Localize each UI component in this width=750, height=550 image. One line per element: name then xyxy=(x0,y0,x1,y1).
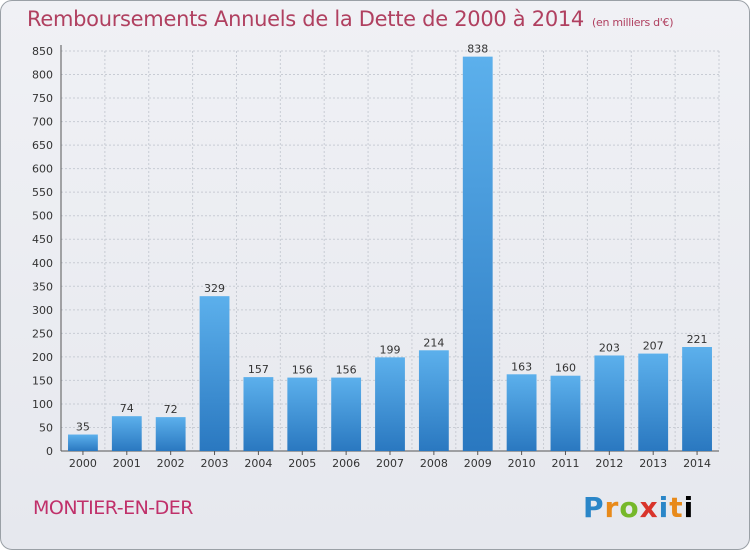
y-tick-label: 650 xyxy=(32,139,53,152)
bar xyxy=(155,417,186,451)
data-label: 214 xyxy=(423,336,444,349)
bar xyxy=(111,416,142,451)
bar-chart: 0 50 100 150 200 250 300 350 400 450 500 550 600 650 7… xyxy=(32,43,720,470)
y-tick-label: 800 xyxy=(32,69,53,82)
data-label: 207 xyxy=(643,340,664,353)
chart-title: Remboursements Annuels de la Dette de 20… xyxy=(27,7,673,31)
data-label: 156 xyxy=(292,364,313,377)
x-tick-label: 2009 xyxy=(464,457,492,470)
bar xyxy=(331,377,362,451)
bar xyxy=(375,357,405,451)
x-tick-label: 2004 xyxy=(244,457,272,470)
y-tick-label: 200 xyxy=(32,351,53,364)
bars xyxy=(68,56,712,451)
bar xyxy=(550,375,581,451)
chart-unit: (en milliers d'€) xyxy=(592,16,674,29)
y-tick-label: 850 xyxy=(32,45,53,58)
y-tick-label: 300 xyxy=(32,304,53,317)
bar xyxy=(243,377,274,451)
bar xyxy=(506,374,537,451)
commune-name: MONTIER-EN-DER xyxy=(33,497,193,519)
data-label: 163 xyxy=(511,360,532,373)
logo-letter: P xyxy=(583,491,605,524)
x-tick-label: 2001 xyxy=(113,457,141,470)
logo-letter: i xyxy=(658,491,670,524)
bar xyxy=(418,350,449,451)
data-label: 157 xyxy=(248,363,269,376)
labels: 0 50 100 150 200 250 300 350 400 450 500 550 600 650 7… xyxy=(32,43,711,470)
logo-letter: i xyxy=(683,491,695,524)
logo-letter: x xyxy=(639,491,659,524)
y-tick-label: 0 xyxy=(46,445,53,458)
data-label: 329 xyxy=(204,282,225,295)
bar xyxy=(594,355,625,451)
bar xyxy=(682,347,712,451)
data-label: 156 xyxy=(336,364,357,377)
x-tick-label: 2014 xyxy=(683,457,711,470)
logo-letter: o xyxy=(619,491,640,524)
data-label: 35 xyxy=(76,421,90,434)
y-tick-label: 500 xyxy=(32,210,53,223)
proxiti-logo: Proxiti xyxy=(583,491,694,524)
x-tick-label: 2008 xyxy=(420,457,448,470)
y-tick-label: 600 xyxy=(32,163,53,176)
y-tick-label: 50 xyxy=(39,421,53,434)
x-tick-label: 2000 xyxy=(69,457,97,470)
logo-letter: t xyxy=(669,491,684,524)
x-tick-label: 2005 xyxy=(288,457,316,470)
logo-letter: r xyxy=(604,491,620,524)
y-tick-label: 750 xyxy=(32,92,53,105)
x-tick-label: 2002 xyxy=(157,457,185,470)
data-label: 838 xyxy=(467,43,488,56)
x-tick-label: 2003 xyxy=(201,457,229,470)
x-tick-label: 2006 xyxy=(332,457,360,470)
y-tick-label: 450 xyxy=(32,233,53,246)
chart-title-text: Remboursements Annuels de la Dette de 20… xyxy=(27,7,584,31)
data-label: 72 xyxy=(164,403,178,416)
bar xyxy=(287,377,318,451)
data-label: 160 xyxy=(555,362,576,375)
data-label: 203 xyxy=(599,341,620,354)
y-tick-label: 400 xyxy=(32,257,53,270)
y-tick-label: 350 xyxy=(32,280,53,293)
bar xyxy=(638,353,669,451)
y-tick-label: 700 xyxy=(32,116,53,129)
bar xyxy=(199,296,230,451)
bar xyxy=(68,434,98,451)
bar xyxy=(462,56,493,451)
y-tick-label: 250 xyxy=(32,327,53,340)
x-tick-label: 2007 xyxy=(376,457,404,470)
data-label: 199 xyxy=(380,343,401,356)
x-tick-label: 2010 xyxy=(508,457,536,470)
data-label: 221 xyxy=(687,333,708,346)
y-tick-label: 150 xyxy=(32,374,53,387)
x-tick-label: 2012 xyxy=(595,457,623,470)
y-tick-label: 100 xyxy=(32,398,53,411)
data-label: 74 xyxy=(120,402,134,415)
y-tick-label: 550 xyxy=(32,186,53,199)
x-tick-label: 2013 xyxy=(639,457,667,470)
x-tick-label: 2011 xyxy=(551,457,579,470)
